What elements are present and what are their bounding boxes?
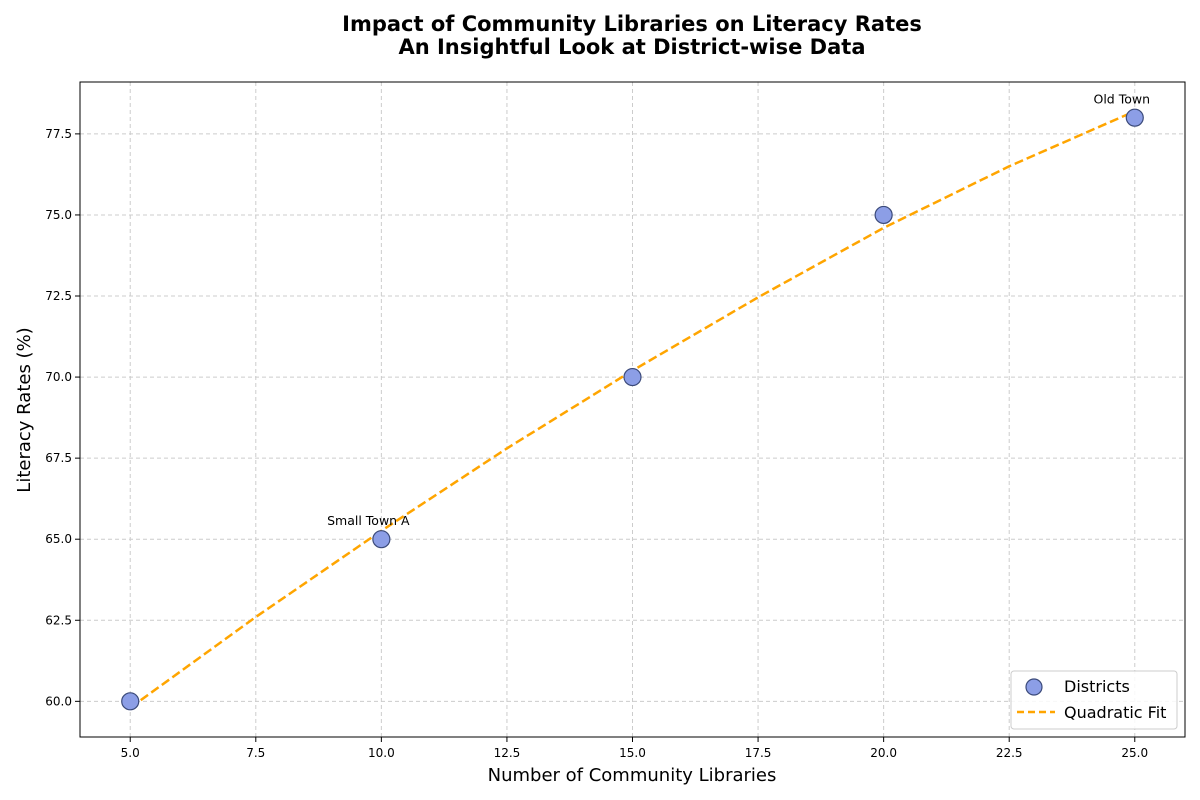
quadratic-fit-line [129, 110, 1136, 709]
x-tick-label: 17.5 [745, 746, 772, 760]
y-tick-label: 62.5 [45, 613, 72, 627]
annotation-label: Small Town A [327, 513, 410, 528]
data-point [121, 692, 140, 711]
y-tick-label: 70.0 [45, 370, 72, 384]
data-point [372, 530, 391, 549]
y-tick-label: 75.0 [45, 208, 72, 222]
legend-label-quadratic-fit: Quadratic Fit [1064, 703, 1166, 722]
x-tick-label: 12.5 [494, 746, 521, 760]
y-tick-label: 77.5 [45, 127, 72, 141]
y-ticks: 60.0 62.5 65.0 67.5 70.0 72.5 75.0 77.5 [45, 127, 80, 708]
x-tick-label: 25.0 [1121, 746, 1148, 760]
annotations-layer: Small Town A Old Town [327, 92, 1150, 529]
data-point [623, 367, 642, 387]
y-tick-label: 65.0 [45, 532, 72, 546]
grid-lines [80, 82, 1185, 737]
y-tick-label: 67.5 [45, 451, 72, 465]
y-axis-label: Literacy Rates (%) [14, 327, 35, 492]
x-tick-label: 22.5 [996, 746, 1023, 760]
legend-marker-districts [1025, 678, 1043, 696]
x-tick-label: 5.0 [121, 746, 140, 760]
x-tick-label: 7.5 [246, 746, 265, 760]
legend-box [1010, 670, 1178, 730]
legend-label-districts: Districts [1064, 677, 1130, 696]
x-axis-label: Number of Community Libraries [488, 765, 777, 786]
x-tick-label: 15.0 [619, 746, 646, 760]
data-point [874, 205, 893, 225]
chart-title-line-1: Impact of Community Libraries on Literac… [342, 12, 922, 36]
x-tick-label: 20.0 [870, 746, 897, 760]
fit-line-layer [129, 110, 1136, 709]
data-points-layer [121, 108, 1144, 711]
y-tick-label: 72.5 [45, 289, 72, 303]
legend: Districts Quadratic Fit [1010, 670, 1178, 730]
y-tick-label: 60.0 [45, 694, 72, 708]
data-point [1125, 108, 1144, 127]
x-tick-label: 10.0 [368, 746, 395, 760]
annotation-label: Old Town [1094, 92, 1151, 107]
x-ticks: 5.0 7.5 10.0 12.5 15.0 17.5 20.0 22.5 25.0 [121, 737, 1148, 760]
chart-title-line-2: An Insightful Look at District-wise Data [398, 35, 865, 59]
